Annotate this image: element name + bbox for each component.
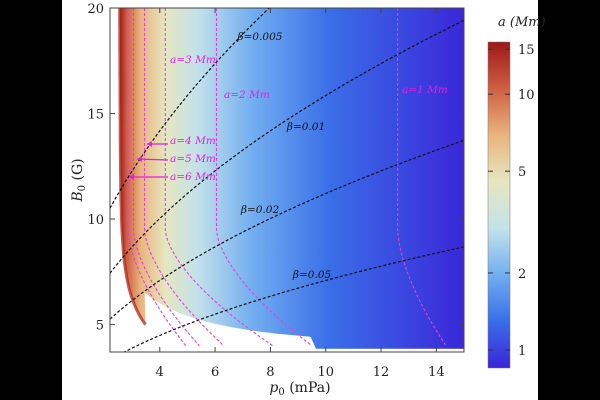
a-label-arrowhead: [137, 156, 142, 162]
heatmap-edge-band: [118, 8, 147, 326]
colorbar-title: a (Mm): [498, 15, 546, 30]
beta-label: β=0.005: [237, 31, 283, 43]
x-tick-label: 12: [373, 365, 390, 380]
edge-band-line: [118, 8, 147, 326]
y-tick-label: 10: [87, 213, 104, 228]
a-contour-line: [132, 8, 200, 347]
y-tick-label: 5: [96, 319, 104, 334]
x-axis-ticks: 4 6 8 10 12 14: [156, 8, 445, 380]
a-contour-line: [215, 8, 313, 347]
beta-label: β=0.01: [286, 121, 325, 133]
a-label-arrow: [136, 158, 169, 161]
colorbar-tick-label: 1: [518, 344, 526, 359]
a-contour-line: [144, 8, 225, 347]
x-tick-label: 6: [211, 365, 219, 380]
colorbar-ticks: 1 2 5 10 15: [488, 43, 535, 359]
y-axis-label: B0 (G): [70, 158, 88, 202]
a-contour-label: a=4 Mm: [170, 135, 216, 147]
beta-label: β=0.05: [292, 269, 332, 281]
a-contour-line: [164, 8, 274, 347]
x-tick-label: 8: [266, 365, 274, 380]
x-tick-label: 14: [428, 365, 445, 380]
colorbar: [487, 41, 511, 369]
heatmap-field: [119, 8, 464, 349]
beta-contour-line: [110, 19, 464, 274]
a-contours: [127, 8, 447, 347]
y-axis-ticks: 5 10 15 20: [87, 2, 464, 334]
x-tick-label: 10: [317, 365, 334, 380]
a-contour-line: [127, 8, 187, 347]
beta-contour-labels: β=0.005 β=0.01 β=0.02 β=0.05: [237, 31, 332, 281]
plot-frame: [109, 7, 465, 353]
plot-area: [110, 8, 464, 352]
a-label-arrowhead: [147, 141, 152, 147]
colorbar-tick-label: 10: [518, 88, 535, 103]
x-axis-label: p0 (mPa): [269, 380, 330, 398]
a-label-arrowhead: [129, 174, 134, 180]
a-contour-label: a=6 Mm: [170, 171, 216, 183]
a-contour-label: a=5 Mm: [170, 153, 216, 165]
beta-contour-line: [123, 246, 464, 352]
colorbar-tick-label: 5: [518, 165, 526, 180]
a-contour-label: a=2 Mm: [224, 89, 270, 101]
a-contour-labels: a=3 Mm a=2 Mm a=4 Mm a=5 Mm a=6 Mm a=1 Mm: [129, 54, 448, 183]
y-tick-label: 20: [87, 2, 104, 17]
a-contour-label: a=1 Mm: [402, 84, 448, 96]
beta-contours: [110, 8, 464, 352]
beta-label: β=0.02: [240, 204, 280, 216]
a-contour-label: a=3 Mm: [170, 54, 216, 66]
colorbar-tick-label: 15: [518, 43, 535, 58]
colorbar-tick-label: 2: [518, 267, 526, 282]
beta-contour-line: [110, 8, 271, 209]
x-tick-label: 4: [156, 365, 164, 380]
a-contour-line: [397, 8, 447, 347]
beta-contour-line: [110, 139, 464, 320]
y-tick-label: 15: [87, 108, 104, 123]
